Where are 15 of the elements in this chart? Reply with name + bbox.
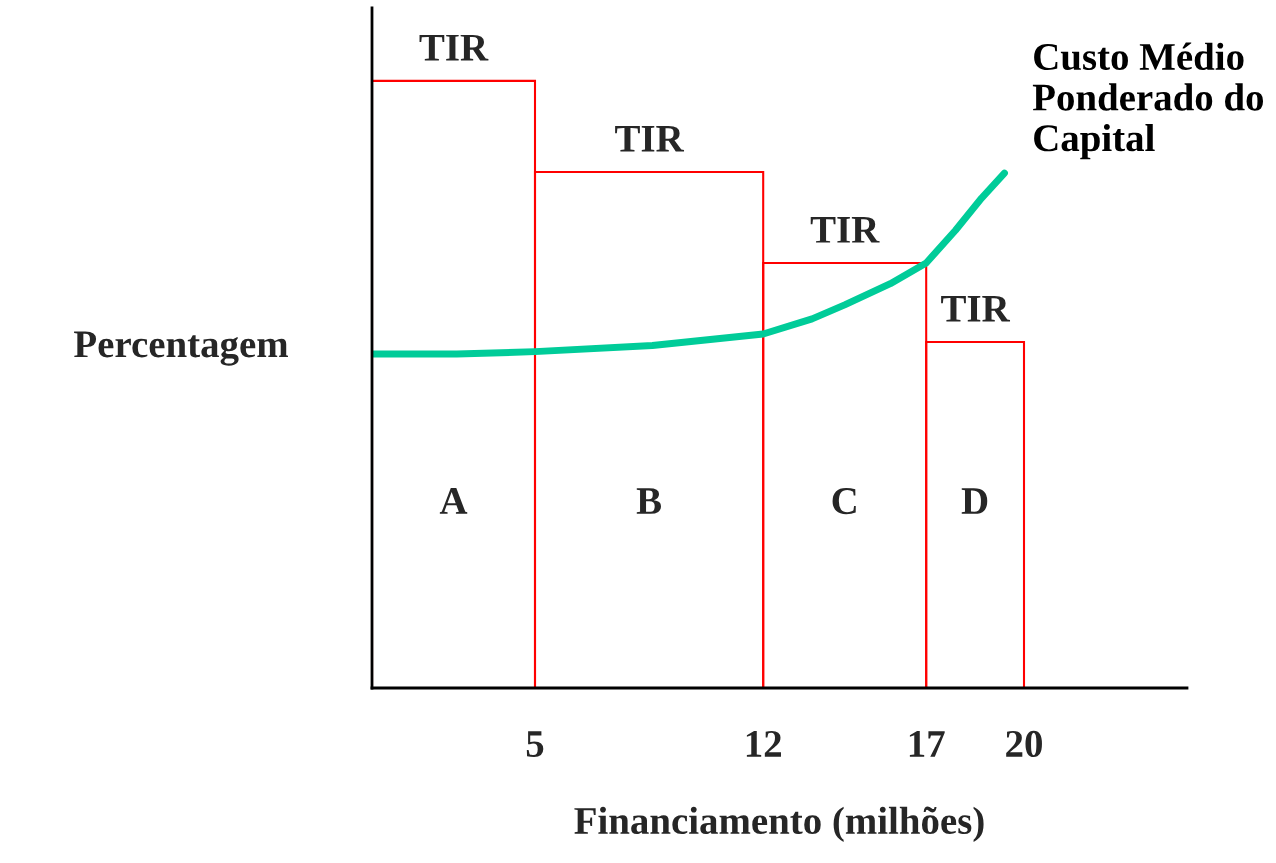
x-axis-title: Financiamento (milhões) bbox=[574, 806, 984, 842]
annotation: D bbox=[961, 488, 988, 514]
annotation: TIR bbox=[615, 126, 685, 152]
x-tick-label: 20 bbox=[1006, 730, 1042, 758]
annotation: TIR bbox=[941, 296, 1011, 322]
x-tick-label: 12 bbox=[746, 730, 781, 757]
annotation: TIR bbox=[419, 34, 489, 61]
y-axis-title: Percentagem bbox=[74, 331, 288, 366]
annotation: B bbox=[636, 488, 661, 514]
x-tick-label: 5 bbox=[526, 731, 544, 758]
series-label: Custo Médio Ponderado do Capital bbox=[1032, 42, 1264, 160]
annotation: C bbox=[832, 488, 856, 515]
annotation: A bbox=[439, 488, 468, 514]
x-tick-label: 17 bbox=[909, 730, 945, 757]
annotation: TIR bbox=[810, 217, 880, 243]
